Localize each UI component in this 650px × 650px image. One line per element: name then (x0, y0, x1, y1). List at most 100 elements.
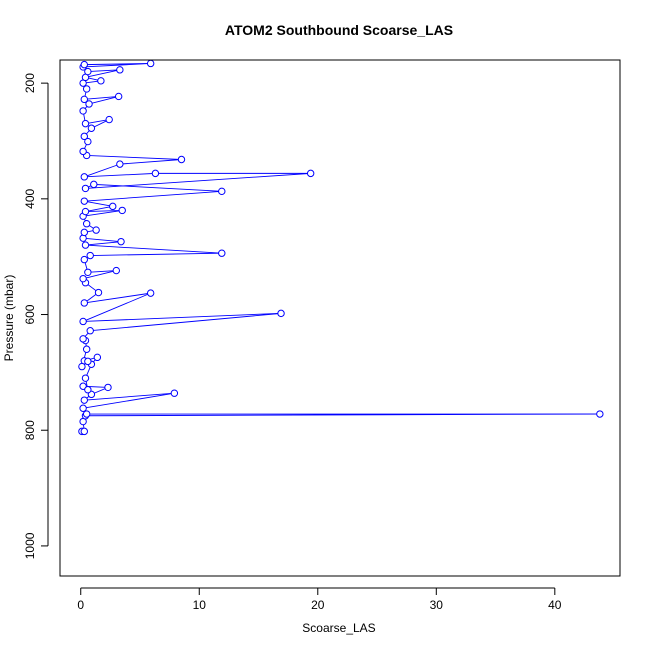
series-line-segment (84, 200, 113, 207)
data-point (80, 255, 88, 264)
series-line-segment (85, 244, 222, 254)
data-point (117, 237, 125, 246)
series-line-segment (85, 172, 311, 189)
x-tick-label: 20 (311, 598, 325, 612)
series-line-segment (90, 252, 222, 256)
data-point (80, 132, 88, 141)
series-line-segment (85, 209, 123, 213)
data-point (97, 77, 105, 85)
data-point (218, 249, 226, 257)
x-tick-label: 0 (77, 598, 84, 612)
data-point (87, 124, 96, 132)
data-point (81, 184, 90, 193)
y-tick-label: 400 (23, 189, 37, 209)
data-point (118, 206, 126, 215)
x-tick-label: 30 (430, 598, 444, 612)
y-axis: 200 400 600 800 1000 (23, 73, 49, 559)
chart-title: ATOM2 Southbound Scoarse_LAS (225, 22, 453, 38)
data-point (112, 266, 120, 275)
data-point (82, 220, 91, 228)
series-line-segment (83, 312, 282, 322)
series-line-segment (90, 312, 282, 332)
data-point (116, 66, 124, 74)
data-point (82, 345, 91, 353)
data-point (84, 67, 92, 76)
data-point (79, 335, 87, 343)
data-point (82, 410, 91, 418)
y-tick-label: 600 (23, 304, 37, 324)
data-point (146, 289, 155, 297)
series-line-segment (85, 69, 120, 78)
series-line-segment (87, 270, 117, 273)
data-point (81, 241, 90, 249)
series-line-segment (82, 292, 151, 322)
data-point (109, 202, 117, 211)
series-line-segment (83, 270, 117, 280)
x-axis-label: Scoarse_LAS (302, 621, 375, 635)
y-tick-label: 1000 (23, 532, 37, 559)
data-point (84, 386, 92, 394)
data-point (104, 383, 112, 392)
data-point (80, 95, 88, 104)
data-point (596, 410, 604, 418)
data-point (79, 107, 87, 115)
series-line-segment (87, 69, 120, 73)
data-point (80, 228, 88, 237)
data-point (80, 396, 88, 404)
x-tick-label: 10 (193, 598, 207, 612)
series-line-segment (86, 154, 182, 160)
data-point (151, 169, 160, 178)
data-point (81, 374, 90, 382)
data-point (218, 187, 226, 196)
data-point (84, 268, 92, 277)
series-line-segment (85, 205, 113, 213)
series-line-segment (84, 63, 151, 66)
series-line-segment (83, 392, 175, 409)
data-point (81, 207, 90, 216)
series-line-segment (93, 183, 222, 192)
series-line-segment (84, 190, 222, 202)
data-point (84, 357, 92, 366)
y-axis-label: Pressure (mbar) (2, 275, 16, 362)
data-point (105, 115, 113, 124)
data-point (146, 60, 155, 68)
series-line-segment (84, 163, 121, 178)
series-line-segment (84, 172, 156, 178)
data-point (80, 299, 88, 307)
series-line-segment (84, 95, 119, 100)
y-tick-label: 200 (23, 73, 37, 93)
data-point (79, 317, 87, 326)
series-line-segment (85, 241, 122, 246)
data-point (170, 389, 179, 397)
series-line-segment (85, 119, 110, 125)
data-point (84, 137, 92, 146)
data-point (94, 288, 103, 297)
data-point (85, 100, 93, 108)
data-point (80, 173, 88, 181)
data-point (81, 119, 90, 128)
series-line-segment (84, 292, 151, 304)
series-line-segment (119, 159, 182, 165)
data-point (177, 155, 186, 164)
plot-series (78, 60, 604, 436)
data-point (93, 353, 102, 362)
data-point (78, 362, 86, 371)
data-point (82, 85, 91, 93)
data-point (92, 226, 100, 234)
x-tick-label: 40 (548, 598, 562, 612)
plot-frame (59, 59, 621, 577)
data-point (80, 427, 88, 436)
data-point (116, 160, 124, 168)
data-point (86, 251, 94, 260)
series-line-segment (83, 237, 122, 243)
data-point (80, 197, 88, 205)
data-point (114, 92, 123, 101)
series-line-segment (88, 96, 119, 105)
data-point (277, 309, 285, 318)
series-line-segment (83, 209, 123, 217)
data-point (306, 169, 315, 178)
series-line-segment (84, 392, 175, 401)
x-axis: 0 10 20 30 40 (77, 587, 562, 612)
data-point (79, 147, 87, 156)
